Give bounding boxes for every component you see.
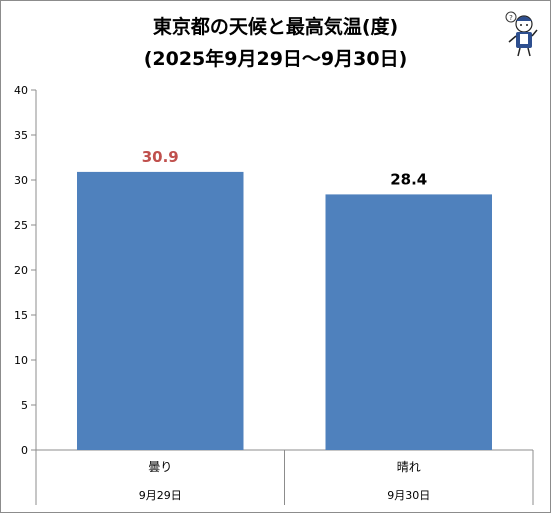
y-tick-label: 10 bbox=[14, 354, 28, 367]
category-label-2: 晴れ bbox=[397, 460, 421, 474]
chart-subtitle: (2025年9月29日～9月30日) bbox=[143, 48, 408, 70]
y-tick-label: 30 bbox=[14, 174, 28, 187]
y-tick-label: 35 bbox=[14, 129, 28, 142]
y-tick-label: 5 bbox=[21, 399, 28, 412]
bar-2 bbox=[325, 194, 492, 450]
reporter-mascot-icon: ? bbox=[505, 11, 538, 57]
date-label-2: 9月30日 bbox=[387, 489, 430, 502]
y-tick-label: 15 bbox=[14, 309, 28, 322]
bar-1 bbox=[77, 171, 244, 450]
y-tick-label: 25 bbox=[14, 219, 28, 232]
data-label-2: 28.4 bbox=[390, 170, 427, 188]
svg-text:?: ? bbox=[509, 14, 513, 22]
date-label-1: 9月29日 bbox=[139, 489, 182, 502]
data-label-1: 30.9 bbox=[142, 148, 179, 166]
y-tick-label: 40 bbox=[14, 84, 28, 97]
y-tick-label: 0 bbox=[21, 444, 28, 457]
chart-title: 東京都の天候と最高気温(度) bbox=[152, 16, 399, 38]
category-label-1: 曇り bbox=[148, 460, 172, 474]
y-tick-label: 20 bbox=[14, 264, 28, 277]
